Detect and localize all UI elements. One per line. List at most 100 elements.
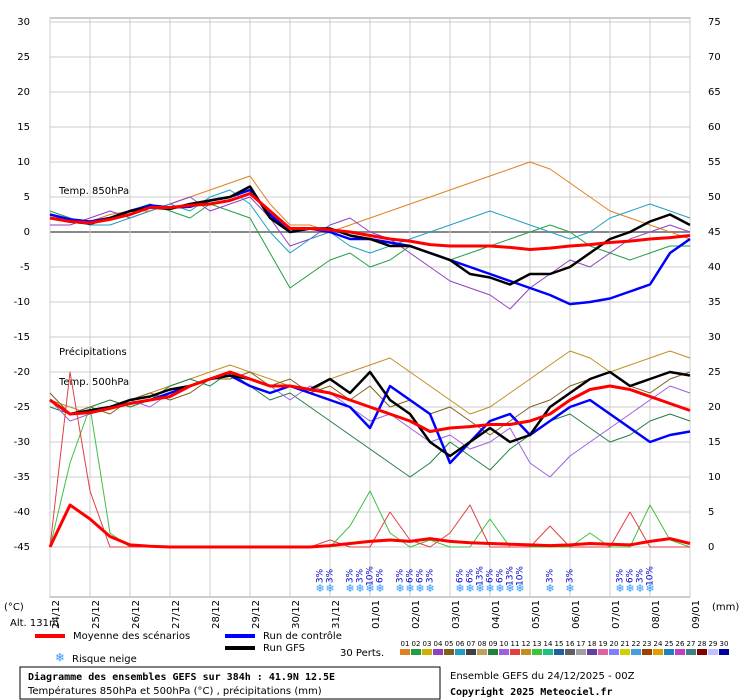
y2-tick-label: 30 — [708, 332, 721, 343]
snow-risk-label: 6% — [406, 568, 416, 583]
y2-tick-label: 70 — [708, 52, 721, 63]
series-line — [48, 503, 691, 549]
perturbation-label: 08 — [478, 640, 487, 648]
perturbation-swatch — [598, 649, 608, 655]
series-line — [49, 370, 691, 458]
snow-icon: ❄ — [475, 582, 484, 595]
perturbation-label: 27 — [687, 640, 696, 648]
chart-title: Diagramme des ensembles GEFS sur 384h : … — [28, 671, 335, 683]
perturbation-swatch — [499, 649, 509, 655]
perturbation-label: 26 — [676, 640, 685, 648]
title-box — [19, 666, 441, 700]
snow-legend-label: Risque neige — [72, 654, 137, 665]
snow-risk-label: 6% — [466, 568, 476, 583]
perturbation-label: 11 — [511, 640, 520, 648]
perturbation-label: 17 — [577, 640, 586, 648]
x-tick-label: 05/01 — [531, 600, 542, 629]
snow-icon: ❄ — [315, 582, 324, 595]
x-tick-label: 29/12 — [251, 600, 262, 629]
snow-risk-label: 3% — [566, 568, 576, 583]
perturbation-swatch — [576, 649, 586, 655]
perturbation-swatch — [444, 649, 454, 655]
snow-icon: ❄ — [55, 651, 65, 665]
perturbation-swatch — [400, 649, 410, 655]
y2-tick-label: 0 — [708, 542, 714, 553]
x-tick-label: 30/12 — [291, 600, 302, 629]
y2-tick-label: 35 — [708, 297, 721, 308]
snow-risk-label: 3% — [636, 568, 646, 583]
y-tick-label: -25 — [14, 402, 30, 413]
perturbation-label: 21 — [621, 640, 630, 648]
perturbation-swatch — [653, 649, 663, 655]
perturbation-swatch — [521, 649, 531, 655]
snow-icon: ❄ — [505, 582, 514, 595]
x-tick-label: 27/12 — [171, 600, 182, 629]
perturbation-label: 22 — [632, 640, 641, 648]
snow-icon: ❄ — [355, 582, 364, 595]
x-tick-label: 25/12 — [91, 600, 102, 629]
snow-icon: ❄ — [405, 582, 414, 595]
perturbation-label: 30 — [720, 640, 729, 648]
y2-tick-label: 65 — [708, 87, 721, 98]
perturbation-swatch — [433, 649, 443, 655]
perturbation-label: 16 — [566, 640, 575, 648]
perturbation-swatch — [488, 649, 498, 655]
snow-icon: ❄ — [565, 582, 574, 595]
snow-icon: ❄ — [465, 582, 474, 595]
y-tick-label: 5 — [24, 192, 30, 203]
perturbation-swatch — [411, 649, 421, 655]
y-tick-label: 25 — [17, 52, 30, 63]
perturbation-swatch — [554, 649, 564, 655]
perturbation-label: 03 — [423, 640, 432, 648]
snow-risk-label: 6% — [456, 568, 466, 583]
perturbation-label: 06 — [456, 640, 465, 648]
snow-risk-label: 6% — [496, 568, 506, 583]
x-tick-label: 08/01 — [651, 600, 662, 629]
snow-icon: ❄ — [645, 582, 654, 595]
snow-icon: ❄ — [485, 582, 494, 595]
snow-icon: ❄ — [455, 582, 464, 595]
snow-risk-label: 3% — [426, 568, 436, 583]
perturbation-label: 29 — [709, 640, 718, 648]
perturbation-label: 14 — [544, 640, 553, 648]
perturbation-label: 04 — [434, 640, 443, 648]
y2-tick-label: 75 — [708, 17, 721, 28]
snow-icon: ❄ — [365, 582, 374, 595]
snow-icon: ❄ — [495, 582, 504, 595]
snow-risk-label: 13% — [476, 566, 486, 586]
annotation: Temp. 850hPa — [58, 186, 129, 197]
y2-tick-label: 45 — [708, 227, 721, 238]
snow-risk-label: 3% — [316, 568, 326, 583]
y2-tick-label: 40 — [708, 262, 721, 273]
perturbation-swatch — [510, 649, 520, 655]
x-tick-label: 01/01 — [371, 600, 382, 629]
x-tick-label: 06/01 — [571, 600, 582, 629]
legend-label: Run de contrôle — [263, 630, 342, 642]
y-tick-label: -10 — [14, 297, 30, 308]
y-tick-label: -30 — [14, 437, 30, 448]
perturbation-swatch — [708, 649, 718, 655]
snow-icon: ❄ — [375, 582, 384, 595]
x-tick-label: 26/12 — [131, 600, 142, 629]
x-tick-label: 03/01 — [451, 600, 462, 629]
y-tick-label: -15 — [14, 332, 30, 343]
x-tick-label: 24/12 — [51, 600, 62, 629]
x-tick-label: 31/12 — [331, 600, 342, 629]
legend-label: Run GFS — [263, 643, 305, 654]
snow-risk-label: 13% — [506, 566, 516, 586]
y-tick-label: 20 — [17, 87, 30, 98]
perturbation-label: 15 — [555, 640, 564, 648]
x-tick-label: 09/01 — [691, 600, 702, 629]
snow-icon: ❄ — [615, 582, 624, 595]
perturbation-swatch — [664, 649, 674, 655]
snow-icon: ❄ — [325, 582, 334, 595]
chart-subtitle: Températures 850hPa et 500hPa (°C) , pré… — [27, 685, 322, 697]
snow-icon: ❄ — [515, 582, 524, 595]
perturbation-swatch — [532, 649, 542, 655]
snow-risk-label: 3% — [396, 568, 406, 583]
run-info: Ensemble GEFS du 24/12/2025 - 00Z — [450, 671, 635, 682]
x-tick-label: 02/01 — [411, 600, 422, 629]
snow-icon: ❄ — [425, 582, 434, 595]
y2-tick-label: 60 — [708, 122, 721, 133]
